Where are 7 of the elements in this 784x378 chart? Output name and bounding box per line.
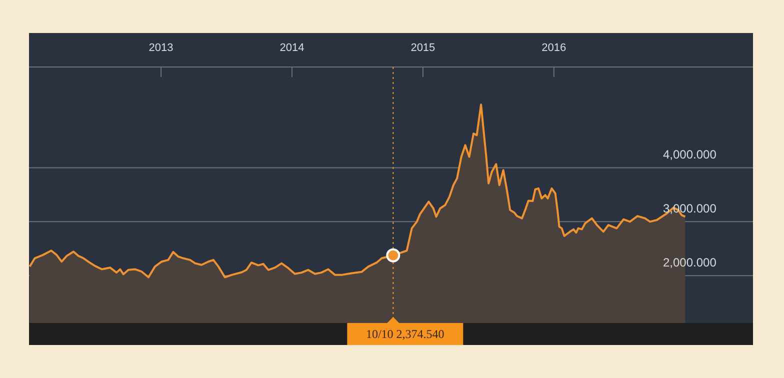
y-tick-label: 4,000.000: [663, 148, 717, 162]
x-tick-label: 2013: [148, 42, 174, 54]
y-tick-label: 3,000.000: [663, 202, 717, 216]
x-tick-label: 2015: [410, 42, 436, 54]
x-tick-label: 2014: [280, 42, 304, 54]
y-tick-label: 2,000.000: [663, 255, 717, 270]
x-tick-label: 2016: [542, 42, 566, 54]
